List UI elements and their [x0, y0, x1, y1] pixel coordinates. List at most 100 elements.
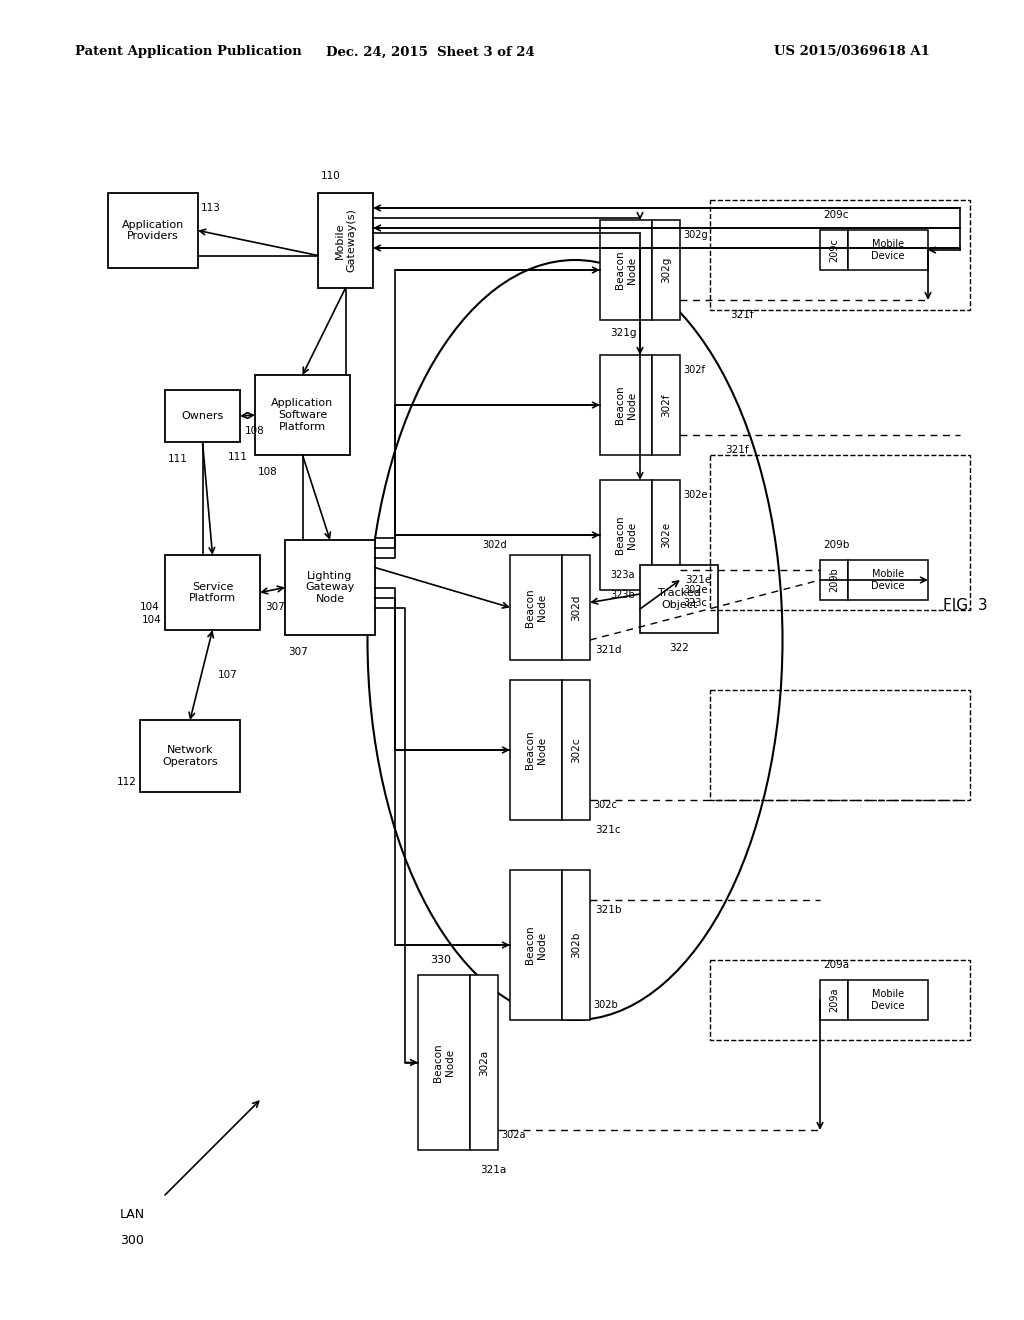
- Text: Network
Operators: Network Operators: [162, 746, 218, 767]
- Text: LAN: LAN: [120, 1209, 145, 1221]
- Bar: [848, 560, 928, 601]
- Bar: [510, 680, 562, 820]
- Bar: [108, 193, 198, 268]
- Bar: [140, 719, 240, 792]
- Bar: [165, 389, 240, 442]
- Bar: [710, 960, 970, 1040]
- Text: Patent Application Publication: Patent Application Publication: [75, 45, 302, 58]
- Text: 112: 112: [117, 777, 137, 787]
- Bar: [562, 680, 590, 820]
- Text: 302d: 302d: [571, 594, 581, 620]
- Bar: [600, 355, 652, 455]
- Bar: [710, 690, 970, 800]
- Bar: [510, 554, 562, 660]
- Text: 110: 110: [321, 172, 341, 181]
- Text: US 2015/0369618 A1: US 2015/0369618 A1: [774, 45, 930, 58]
- Text: Mobile
Device: Mobile Device: [871, 569, 905, 591]
- Text: Beacon
Node: Beacon Node: [433, 1043, 455, 1082]
- Bar: [470, 975, 498, 1150]
- Text: 209b: 209b: [829, 568, 839, 593]
- Bar: [562, 554, 590, 660]
- Text: 321d: 321d: [595, 645, 622, 655]
- Text: 321e: 321e: [685, 576, 712, 585]
- Text: 321c: 321c: [595, 825, 621, 836]
- Bar: [652, 220, 680, 319]
- Text: 330: 330: [430, 954, 451, 965]
- Bar: [510, 870, 562, 1020]
- Text: 108: 108: [245, 426, 265, 436]
- Bar: [848, 230, 928, 271]
- Text: 104: 104: [140, 602, 160, 612]
- Text: 307: 307: [265, 602, 285, 612]
- Bar: [652, 480, 680, 590]
- Text: Mobile
Device: Mobile Device: [871, 239, 905, 261]
- Text: Beacon
Node: Beacon Node: [615, 516, 637, 554]
- Bar: [640, 565, 718, 634]
- Bar: [820, 560, 848, 601]
- Text: 302g: 302g: [662, 257, 671, 284]
- Text: 321b: 321b: [595, 906, 622, 915]
- Text: 302a: 302a: [479, 1049, 489, 1076]
- Text: 209a: 209a: [829, 987, 839, 1012]
- Text: Mobile
Device: Mobile Device: [871, 989, 905, 1011]
- Text: 209b: 209b: [823, 540, 849, 550]
- Text: 302a: 302a: [501, 1130, 525, 1140]
- Text: 209c: 209c: [823, 210, 849, 220]
- Bar: [318, 193, 373, 288]
- Text: 321f: 321f: [725, 445, 749, 455]
- Text: 321a: 321a: [480, 1166, 506, 1175]
- Text: Beacon
Node: Beacon Node: [615, 251, 637, 289]
- Text: 323c: 323c: [683, 598, 707, 609]
- Text: 108: 108: [258, 467, 278, 477]
- Bar: [652, 355, 680, 455]
- Bar: [600, 220, 652, 319]
- Text: FIG. 3: FIG. 3: [943, 598, 987, 612]
- Text: Tracked
Object: Tracked Object: [657, 589, 700, 610]
- Text: Application
Providers: Application Providers: [122, 219, 184, 242]
- Text: 302b: 302b: [593, 1001, 617, 1010]
- Bar: [285, 540, 375, 635]
- Bar: [562, 870, 590, 1020]
- Bar: [820, 230, 848, 271]
- Text: Beacon
Node: Beacon Node: [615, 385, 637, 424]
- Bar: [848, 979, 928, 1020]
- Bar: [255, 375, 350, 455]
- Text: 323b: 323b: [610, 590, 635, 601]
- Text: Beacon
Node: Beacon Node: [525, 925, 547, 965]
- Text: 302g: 302g: [683, 230, 708, 240]
- Text: 302b: 302b: [571, 932, 581, 958]
- Text: 300: 300: [120, 1233, 144, 1246]
- Text: 209a: 209a: [823, 960, 849, 970]
- Text: 302f: 302f: [683, 366, 705, 375]
- Text: Lighting
Gateway
Node: Lighting Gateway Node: [305, 570, 354, 605]
- Text: Owners: Owners: [181, 411, 223, 421]
- Text: Application
Software
Platform: Application Software Platform: [271, 399, 334, 432]
- Text: 323a: 323a: [610, 570, 635, 579]
- Text: 322: 322: [669, 643, 689, 653]
- Text: 302e: 302e: [683, 490, 708, 500]
- Text: 111: 111: [168, 454, 187, 465]
- Bar: [710, 455, 970, 610]
- Text: 302c: 302c: [593, 800, 616, 810]
- Text: Beacon
Node: Beacon Node: [525, 731, 547, 770]
- Text: 104: 104: [142, 615, 162, 624]
- Text: 302f: 302f: [662, 393, 671, 417]
- Text: 302e: 302e: [662, 521, 671, 548]
- Text: 302d: 302d: [482, 540, 507, 550]
- Bar: [710, 201, 970, 310]
- Bar: [418, 975, 470, 1150]
- Text: 209c: 209c: [829, 238, 839, 261]
- Text: 307: 307: [288, 647, 308, 657]
- Text: 107: 107: [217, 671, 238, 680]
- Text: 113: 113: [201, 203, 221, 213]
- Text: 302c: 302c: [571, 738, 581, 763]
- Text: 302e: 302e: [683, 585, 708, 595]
- Bar: [165, 554, 260, 630]
- Bar: [600, 480, 652, 590]
- Bar: [820, 979, 848, 1020]
- Text: 321f: 321f: [730, 310, 754, 319]
- Text: Dec. 24, 2015  Sheet 3 of 24: Dec. 24, 2015 Sheet 3 of 24: [326, 45, 535, 58]
- Text: Beacon
Node: Beacon Node: [525, 589, 547, 627]
- Text: Service
Platform: Service Platform: [189, 582, 237, 603]
- Text: Mobile
Gateway(s): Mobile Gateway(s): [335, 209, 356, 272]
